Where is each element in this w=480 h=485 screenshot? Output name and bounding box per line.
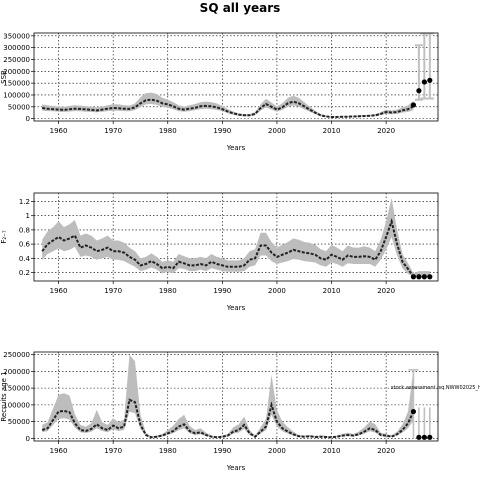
x-tick-label: 2000 [268, 127, 286, 135]
x-tick-label: 1970 [104, 287, 122, 295]
y-tick-label: 1.2 [19, 198, 30, 206]
plot-frame [33, 351, 439, 442]
x-tick-label: 2020 [377, 127, 395, 135]
x-tick-label: 1970 [104, 127, 122, 135]
y-tick-label: 100000 [3, 401, 30, 409]
y-tick-label: 0.4 [19, 255, 31, 263]
x-tick-label: 1990 [213, 287, 231, 295]
y-tick-label: 0.8 [19, 226, 30, 234]
y-tick-label: 150000 [3, 385, 30, 393]
panel-recruits: 1960 1970 1980 1990 2000 2010 2020 0 50000 100000… [0, 351, 480, 472]
x-tick-label: 1980 [159, 447, 177, 455]
x-tick-label: 2020 [377, 287, 395, 295]
x-tick-label: 2000 [268, 447, 286, 455]
x-tick-label: 2000 [268, 287, 286, 295]
x-tick-label: 1960 [50, 447, 68, 455]
projection-point [421, 79, 427, 85]
projection-point [421, 434, 427, 440]
x-tick-label: 1970 [104, 447, 122, 455]
x-axis-label: Years [226, 464, 246, 472]
y-tick-label: 200000 [3, 68, 30, 76]
confidence-band [42, 92, 414, 118]
x-tick-label: 2010 [323, 447, 341, 455]
y-tick-label: 0 [26, 115, 30, 123]
y-axis-label: SSB [0, 70, 8, 84]
confidence-band [42, 354, 414, 438]
x-tick-label: 1980 [159, 287, 177, 295]
projection-point [410, 102, 417, 108]
y-tick-label: 250000 [3, 56, 30, 64]
y-tick-label: 0.2 [19, 269, 30, 277]
y-tick-label: 300000 [3, 44, 30, 52]
y-tick-label: 200000 [3, 368, 30, 376]
x-tick-label: 2020 [377, 447, 395, 455]
y-tick-label: 0.6 [19, 241, 31, 249]
projection-point [410, 274, 417, 280]
projection-point [427, 274, 433, 280]
series-line [41, 398, 415, 439]
y-tick-label: 50000 [8, 418, 30, 426]
x-tick-label: 1980 [159, 127, 177, 135]
x-axis-label: Years [226, 304, 246, 312]
x-tick-label: 1960 [50, 287, 68, 295]
x-tick-label: 1990 [213, 127, 231, 135]
panel-fbar: 1960 1970 1980 1990 2000 2010 2020 0.2 0.4 0.6 0.8… [0, 192, 439, 312]
x-tick-label: 2010 [323, 287, 341, 295]
projection-point [421, 274, 427, 280]
projection-point [416, 274, 422, 280]
y-tick-label: 100000 [3, 91, 30, 99]
plot-frame [33, 32, 439, 122]
y-tick-label: 350000 [3, 32, 30, 40]
projection-point [416, 434, 422, 440]
chart-annotation: stock.assessment.lsq.NWW02025_h [391, 385, 480, 391]
y-axis-label: F₂₋₇ [0, 230, 8, 244]
y-tick-label: 1 [26, 212, 30, 220]
projection-point [410, 408, 417, 415]
y-tick-label: 150000 [3, 80, 30, 88]
projection-point [427, 434, 433, 440]
y-tick-label: 250000 [3, 351, 30, 359]
panel-ssb: 1960 1970 1980 1990 2000 2010 2020 0 50000 100000… [0, 32, 439, 152]
plot-frame [33, 192, 439, 282]
y-tick-label: 0 [26, 435, 30, 443]
x-tick-label: 1960 [50, 127, 68, 135]
series-line [42, 98, 414, 118]
projection-point [427, 77, 433, 83]
x-axis-label: Years [226, 144, 246, 152]
y-tick-label: 50000 [8, 103, 30, 111]
confidence-band [42, 198, 414, 277]
x-tick-label: 2010 [323, 127, 341, 135]
figure-title: SQ all years [200, 1, 281, 15]
projection-point [416, 88, 422, 94]
x-tick-label: 1990 [213, 447, 231, 455]
series-line [41, 217, 415, 278]
y-axis-label: Recruits age 1 [0, 371, 8, 421]
